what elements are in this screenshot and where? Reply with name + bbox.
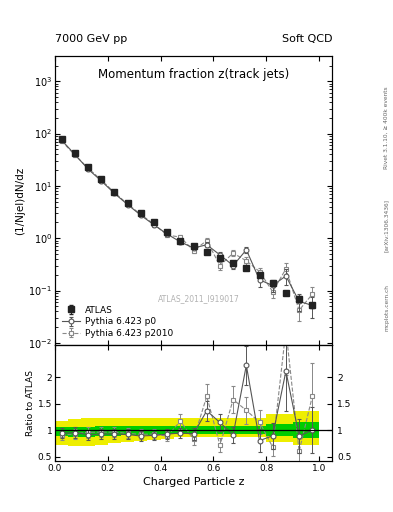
Text: mcplots.cern.ch: mcplots.cern.ch xyxy=(384,284,389,331)
Text: Rivet 3.1.10, ≥ 400k events: Rivet 3.1.10, ≥ 400k events xyxy=(384,87,389,169)
Text: 7000 GeV pp: 7000 GeV pp xyxy=(55,33,127,44)
Text: Momentum fraction z(track jets): Momentum fraction z(track jets) xyxy=(98,68,289,81)
Legend: ATLAS, Pythia 6.423 p0, Pythia 6.423 p2010: ATLAS, Pythia 6.423 p0, Pythia 6.423 p20… xyxy=(59,303,176,340)
Text: [arXiv:1306.3436]: [arXiv:1306.3436] xyxy=(384,199,389,252)
Y-axis label: Ratio to ATLAS: Ratio to ATLAS xyxy=(26,370,35,436)
Text: ATLAS_2011_I919017: ATLAS_2011_I919017 xyxy=(158,294,240,304)
Y-axis label: (1/Njel)dN/dz: (1/Njel)dN/dz xyxy=(16,166,26,235)
X-axis label: Charged Particle z: Charged Particle z xyxy=(143,477,244,487)
Text: Soft QCD: Soft QCD xyxy=(282,33,332,44)
